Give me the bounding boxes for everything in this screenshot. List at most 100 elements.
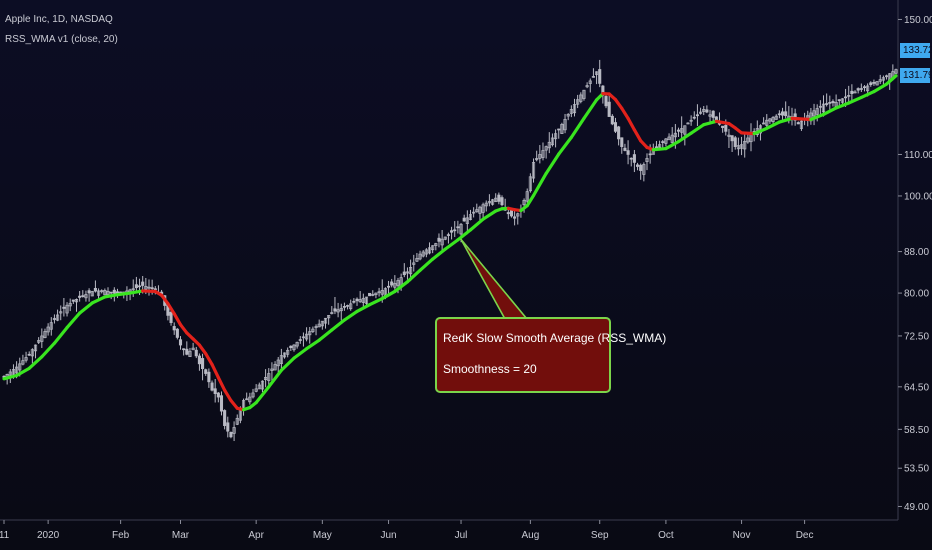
candle-body <box>100 290 104 293</box>
candle-body <box>831 101 835 104</box>
candle-body <box>68 302 72 307</box>
candle-body <box>207 371 211 383</box>
candle-body <box>194 349 198 357</box>
ma-segment <box>304 338 321 351</box>
candle-body <box>613 122 618 132</box>
candle-body <box>213 388 217 394</box>
candle-body <box>673 132 677 138</box>
ma-segment <box>872 82 889 94</box>
candle-body <box>232 427 236 434</box>
candle-body <box>84 294 88 299</box>
candle-body <box>33 344 38 352</box>
candle-body <box>456 226 460 229</box>
candle-body <box>349 303 353 310</box>
ma-segment <box>15 366 31 378</box>
ma-segment <box>40 341 57 359</box>
ma-segment <box>2 373 19 381</box>
candle-body <box>30 349 34 357</box>
candle-body <box>226 422 230 432</box>
candle-body <box>629 157 633 160</box>
candle-body <box>699 111 703 114</box>
candle-body <box>812 110 816 117</box>
candle-body <box>724 125 728 132</box>
ma-segment <box>582 98 599 121</box>
candle-body <box>774 115 778 120</box>
indicator-legend[interactable]: RSS_WMA v1 (close, 20) <box>5 34 118 45</box>
ma-segment <box>279 356 296 372</box>
candle-body <box>828 102 832 104</box>
candle-body <box>49 322 53 330</box>
candle-body <box>714 116 718 121</box>
candle-body <box>869 82 873 86</box>
candle-body <box>415 258 419 262</box>
ma-segment <box>468 217 485 232</box>
candle-body <box>103 290 107 296</box>
candle-body <box>522 199 526 206</box>
y-tick-label: 64.50 <box>904 382 929 393</box>
candle-layer <box>2 59 898 442</box>
candle-body <box>878 79 882 82</box>
candle-body <box>572 104 577 114</box>
candle-body <box>680 128 684 133</box>
ma-segment <box>166 301 176 316</box>
candle-body <box>424 249 428 255</box>
candle-body <box>292 344 296 351</box>
candle-body <box>525 191 529 202</box>
candle-body <box>229 432 233 438</box>
candle-body <box>342 306 346 308</box>
candle-body <box>465 217 469 224</box>
candle-body <box>487 201 491 204</box>
candle-body <box>361 297 365 303</box>
candle-body <box>446 234 450 236</box>
candle-body <box>386 285 391 288</box>
candle-body <box>450 230 454 233</box>
candle-body <box>317 323 321 328</box>
candle-body <box>251 392 255 398</box>
ma-segment <box>418 257 435 272</box>
candle-body <box>746 137 750 143</box>
candle-body <box>557 128 561 131</box>
candle-body <box>844 96 848 99</box>
y-tick-label: 58.50 <box>904 425 929 436</box>
candle-body <box>837 99 841 101</box>
candle-body <box>821 103 826 113</box>
ma-segment <box>557 135 573 156</box>
candle-body <box>550 137 554 146</box>
candle-body <box>134 284 138 289</box>
candle-body <box>396 280 400 286</box>
candle-body <box>506 212 510 215</box>
ma-segment <box>159 293 170 306</box>
candle-body <box>109 291 113 294</box>
ma-segment <box>342 309 359 322</box>
candle-body <box>56 314 60 321</box>
candle-body <box>393 283 397 288</box>
ma-segment <box>651 146 668 152</box>
candle-body <box>872 81 876 84</box>
candle-body <box>276 359 280 367</box>
candle-body <box>172 326 176 331</box>
candle-body <box>71 299 75 302</box>
candle-body <box>131 288 135 291</box>
x-tick-label: 2020 <box>37 530 60 541</box>
ma-segment <box>405 268 422 284</box>
x-tick-label: Mar <box>172 530 190 541</box>
candle-body <box>402 271 406 276</box>
ma-segment <box>702 119 718 127</box>
candle-body <box>46 326 50 333</box>
candle-body <box>254 388 258 392</box>
candle-body <box>468 214 473 220</box>
candle-body <box>894 69 898 74</box>
candle-body <box>598 69 602 84</box>
candle-body <box>301 336 305 339</box>
candle-body <box>305 333 309 340</box>
candle-body <box>197 355 201 365</box>
candle-body <box>37 340 41 343</box>
candle-body <box>535 158 539 161</box>
candle-body <box>380 290 384 295</box>
candle-body <box>440 238 444 246</box>
x-tick-label: Dec <box>796 530 814 541</box>
candle-body <box>147 286 151 289</box>
candle-body <box>648 153 652 156</box>
x-tick-label: Aug <box>521 530 539 541</box>
